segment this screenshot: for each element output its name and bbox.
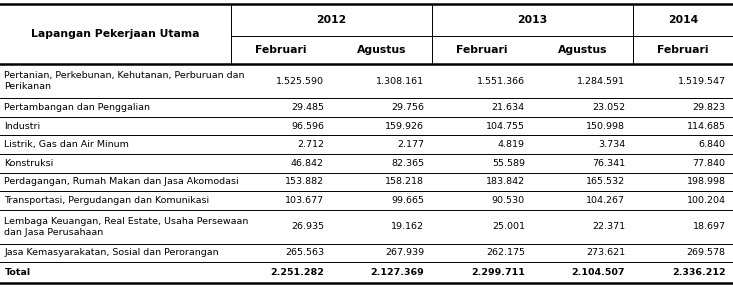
Text: Lapangan Pekerjaan Utama: Lapangan Pekerjaan Utama [32, 29, 199, 39]
Text: 265.563: 265.563 [285, 249, 324, 257]
Text: 103.677: 103.677 [285, 196, 324, 205]
Text: Agustus: Agustus [357, 45, 406, 55]
Text: Pertambangan dan Penggalian: Pertambangan dan Penggalian [4, 103, 150, 112]
Text: Perdagangan, Rumah Makan dan Jasa Akomodasi: Perdagangan, Rumah Makan dan Jasa Akomod… [4, 177, 239, 186]
Text: 3.734: 3.734 [598, 140, 625, 149]
Text: 183.842: 183.842 [486, 177, 525, 186]
Text: 29.823: 29.823 [693, 103, 726, 112]
Text: Pertanian, Perkebunan, Kehutanan, Perburuan dan
Perikanan: Pertanian, Perkebunan, Kehutanan, Perbur… [4, 71, 245, 91]
Text: Listrik, Gas dan Air Minum: Listrik, Gas dan Air Minum [4, 140, 129, 149]
Text: 26.935: 26.935 [291, 222, 324, 231]
Text: 2.251.282: 2.251.282 [270, 268, 324, 277]
Text: 46.842: 46.842 [291, 159, 324, 168]
Text: 114.685: 114.685 [687, 122, 726, 131]
Text: 55.589: 55.589 [492, 159, 525, 168]
Text: 76.341: 76.341 [592, 159, 625, 168]
Text: Konstruksi: Konstruksi [4, 159, 54, 168]
Text: 269.578: 269.578 [687, 249, 726, 257]
Text: Februari: Februari [255, 45, 307, 55]
Text: 104.755: 104.755 [486, 122, 525, 131]
Text: 153.882: 153.882 [285, 177, 324, 186]
Text: 2013: 2013 [517, 15, 548, 25]
Text: Jasa Kemasyarakatan, Sosial dan Perorangan: Jasa Kemasyarakatan, Sosial dan Perorang… [4, 249, 219, 257]
Text: 29.485: 29.485 [291, 103, 324, 112]
Text: 82.365: 82.365 [391, 159, 424, 168]
Text: 22.371: 22.371 [592, 222, 625, 231]
Text: 25.001: 25.001 [492, 222, 525, 231]
Text: Total: Total [4, 268, 31, 277]
Text: 2.712: 2.712 [297, 140, 324, 149]
Text: 1.308.161: 1.308.161 [376, 77, 424, 86]
Text: 150.998: 150.998 [586, 122, 625, 131]
Text: 18.697: 18.697 [693, 222, 726, 231]
Text: 104.267: 104.267 [586, 196, 625, 205]
Text: 2.336.212: 2.336.212 [672, 268, 726, 277]
Text: 158.218: 158.218 [386, 177, 424, 186]
Text: 165.532: 165.532 [586, 177, 625, 186]
Text: 6.840: 6.840 [699, 140, 726, 149]
Text: 2.299.711: 2.299.711 [471, 268, 525, 277]
Text: Transportasi, Pergudangan dan Komunikasi: Transportasi, Pergudangan dan Komunikasi [4, 196, 210, 205]
Text: 1.284.591: 1.284.591 [578, 77, 625, 86]
Text: 198.998: 198.998 [687, 177, 726, 186]
Text: 2012: 2012 [316, 15, 347, 25]
Text: 2.127.369: 2.127.369 [371, 268, 424, 277]
Text: Lembaga Keuangan, Real Estate, Usaha Persewaan
dan Jasa Perusahaan: Lembaga Keuangan, Real Estate, Usaha Per… [4, 217, 248, 237]
Text: 159.926: 159.926 [386, 122, 424, 131]
Text: 2014: 2014 [668, 15, 698, 25]
Text: 267.939: 267.939 [386, 249, 424, 257]
Text: 21.634: 21.634 [492, 103, 525, 112]
Text: 29.756: 29.756 [391, 103, 424, 112]
Text: 2.104.507: 2.104.507 [572, 268, 625, 277]
Text: Februari: Februari [657, 45, 709, 55]
Text: 90.530: 90.530 [492, 196, 525, 205]
Text: 273.621: 273.621 [586, 249, 625, 257]
Text: 77.840: 77.840 [693, 159, 726, 168]
Text: 19.162: 19.162 [391, 222, 424, 231]
Text: Industri: Industri [4, 122, 40, 131]
Text: Agustus: Agustus [558, 45, 607, 55]
Text: 262.175: 262.175 [486, 249, 525, 257]
Text: Februari: Februari [456, 45, 508, 55]
Text: 1.519.547: 1.519.547 [678, 77, 726, 86]
Text: 2.177: 2.177 [397, 140, 424, 149]
Text: 99.665: 99.665 [391, 196, 424, 205]
Text: 1.525.590: 1.525.590 [276, 77, 324, 86]
Text: 4.819: 4.819 [498, 140, 525, 149]
Text: 100.204: 100.204 [687, 196, 726, 205]
Text: 1.551.366: 1.551.366 [476, 77, 525, 86]
Text: 96.596: 96.596 [291, 122, 324, 131]
Text: 23.052: 23.052 [592, 103, 625, 112]
